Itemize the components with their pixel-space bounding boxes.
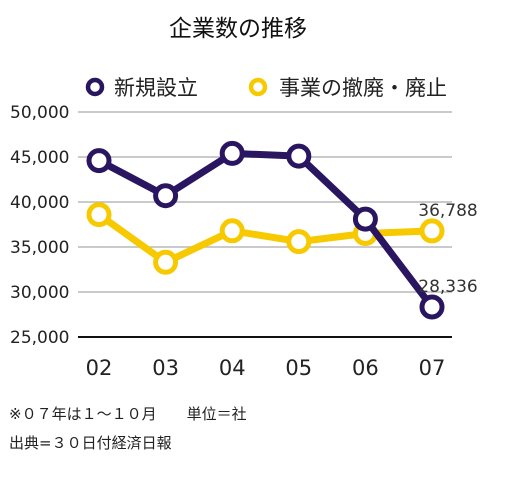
data-point-series-1	[419, 218, 445, 244]
data-label: 28,336	[418, 277, 477, 297]
data-point-series-0	[419, 294, 445, 320]
legend-label-series-0: 新規設立	[114, 76, 198, 100]
y-tick-label: 30,000	[10, 283, 69, 303]
legend: 新規設立 事業の撤廃・廃止	[85, 76, 447, 100]
data-point-series-0	[352, 206, 378, 232]
x-tick-label: 04	[219, 356, 246, 380]
legend-marker-series-0	[85, 77, 105, 97]
y-tick-label: 50,000	[10, 103, 69, 123]
series-layer	[86, 140, 445, 320]
data-point-series-0	[286, 143, 312, 169]
y-tick-label: 45,000	[10, 148, 69, 168]
line-chart: 企業数の推移 新規設立 事業の撤廃・廃止 50,000 45,000 40,000 3…	[10, 16, 478, 380]
data-label: 36,788	[418, 201, 477, 221]
legend-marker-series-1	[248, 77, 268, 97]
data-labels: 36,788 28,336	[418, 201, 477, 297]
data-point-series-0	[219, 140, 245, 166]
data-point-series-0	[86, 148, 112, 174]
data-point-series-1	[219, 218, 245, 244]
x-tick-label: 05	[285, 356, 312, 380]
y-axis-ticks: 50,000 45,000 40,000 35,000 30,000 25,000	[10, 103, 69, 348]
data-point-series-0	[153, 183, 179, 209]
chart-title: 企業数の推移	[169, 16, 307, 42]
legend-label-series-1: 事業の撤廃・廃止	[279, 76, 447, 100]
series-line-0	[95, 149, 436, 311]
data-point-series-1	[86, 202, 112, 228]
y-tick-label: 40,000	[10, 193, 69, 213]
x-tick-label: 02	[86, 356, 113, 380]
x-tick-label: 07	[419, 356, 446, 380]
y-tick-label: 25,000	[10, 328, 69, 348]
period-note: ※０７年は１～１０月 単位＝社	[9, 405, 247, 423]
x-tick-label: 06	[352, 356, 379, 380]
y-tick-label: 35,000	[10, 238, 69, 258]
data-point-series-1	[153, 249, 179, 275]
x-tick-label: 03	[152, 356, 179, 380]
data-point-series-1	[286, 229, 312, 255]
x-axis-ticks: 02 03 04 05 06 07	[86, 356, 446, 380]
source-note: 出典=３０日付経済日報	[9, 434, 172, 452]
